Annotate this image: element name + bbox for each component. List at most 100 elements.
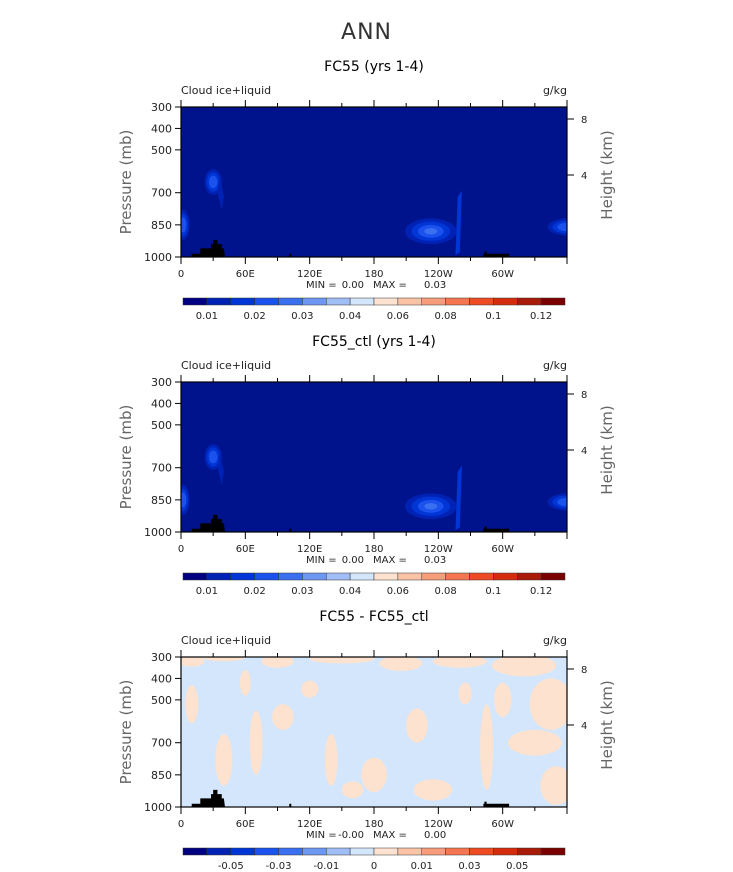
panel-3: FC55 - FC55_ctl Cloud ice+liquid g/kg 0 60E 1… [117,609,616,872]
positive-anomaly-patch [202,657,246,662]
plot-background [181,107,567,257]
panel-1: FC55 (yrs 1-4) Cloud ice+liquid g/kg 0 60E 12… [117,59,616,322]
contour-streak [455,465,462,530]
y-axis-label-right: Height (km) [598,130,616,219]
contour-blob [208,450,218,464]
colorbar-label: -0.05 [218,861,244,872]
colorbar-label: 0.04 [339,311,361,322]
colorbar-label: -0.03 [266,861,292,872]
colorbar-box [349,847,375,856]
colorbar-box [278,847,303,856]
colorbar-box [254,297,279,306]
colorbar-box [278,297,303,306]
positive-anomaly-patch [491,657,557,677]
colorbar-box [397,572,422,581]
x-tick-label: 120E [297,269,322,280]
positive-anomaly-patch [181,657,205,667]
colorbar-box [206,847,231,856]
colorbar-box [469,847,494,856]
y-axis-label: Pressure (mb) [117,680,135,785]
min-value: 0.00 [342,280,364,291]
colorbar-box [493,847,518,856]
colorbar-label: 0.02 [243,311,265,322]
positive-anomaly-patch [508,729,562,756]
y-tick-label: 1000 [144,251,172,264]
positive-anomaly-patch [301,680,319,698]
y-tick-label-right: 4 [581,446,587,457]
x-tick-label: 60E [236,819,255,830]
colorbar-box [493,297,518,306]
min-label: MIN = [306,280,337,291]
positive-anomaly-patch [379,657,423,671]
max-value: 0.00 [424,830,446,841]
land-mask [483,526,510,532]
y-tick-label: 300 [151,651,172,664]
colorbar-box [182,572,208,581]
colorbar-box [254,572,279,581]
y-tick-label: 500 [151,419,172,432]
y-tick-label: 500 [151,694,172,707]
colorbar-label: 0.06 [387,586,409,597]
y-tick-label: 400 [151,122,172,135]
y-tick-label: 1000 [144,801,172,814]
x-tick-label: 120W [424,819,453,830]
colorbar-box [206,572,231,581]
y-axis-label-right: Height (km) [598,405,616,494]
positive-anomaly-patch [341,781,364,799]
y-tick-label: 700 [151,187,172,200]
contour-blob [557,497,567,507]
colorbar-box [349,297,375,306]
colorbar-label: 0.06 [387,311,409,322]
colorbar-box [326,847,351,856]
min-value: 0.00 [342,555,364,566]
colorbar-box [254,847,279,856]
colorbar-box [445,847,470,856]
y-tick-label: 300 [151,376,172,389]
y-tick-label-right: 8 [581,665,587,676]
positive-anomaly-patch [494,682,512,717]
positive-anomaly-patch [249,710,263,775]
units-label: g/kg [543,634,567,647]
panel-title: FC55 (yrs 1-4) [324,59,424,75]
x-tick-label: 60E [236,544,255,555]
contour-blob [557,222,567,232]
positive-anomaly-patch [272,704,294,730]
colorbar-box [326,572,351,581]
colorbar-box [421,297,446,306]
land-mask [191,789,225,807]
y-axis-label: Pressure (mb) [117,130,135,235]
positive-anomaly-patch [413,779,453,801]
colorbar-label: 0.12 [530,586,552,597]
contour-field [181,657,567,807]
min-label: MIN = [306,555,337,566]
x-tick-label: 180 [364,269,383,280]
max-label: MAX = [373,280,407,291]
units-label: g/kg [543,359,567,372]
colorbar-box [421,847,446,856]
figure-title: ANN [341,20,392,45]
contour-field [181,382,567,532]
colorbar-label: 0 [371,861,377,872]
panel-title: FC55 - FC55_ctl [319,609,428,625]
max-label: MAX = [373,830,407,841]
y-axis-label: Pressure (mb) [117,405,135,510]
y-tick-label: 700 [151,462,172,475]
colorbar-label: 0.01 [196,586,218,597]
contour-blob [208,175,218,189]
colorbar-label: 0.01 [411,861,433,872]
min-value: -0.00 [338,830,364,841]
variable-label: Cloud ice+liquid [181,634,271,647]
y-tick-label-right: 8 [581,115,587,126]
positive-anomaly-patch [215,734,233,786]
positive-anomaly-patch [361,757,387,792]
positive-anomaly-patch [261,657,294,668]
positive-anomaly-patch [185,684,199,724]
y-tick-label-right: 4 [581,721,587,732]
contour-streak [217,175,224,210]
positive-anomaly-patch [406,708,428,743]
positive-anomaly-patch [309,657,374,664]
colorbar-box [469,572,494,581]
x-tick-label: 60W [491,269,514,280]
colorbar-box [445,572,470,581]
